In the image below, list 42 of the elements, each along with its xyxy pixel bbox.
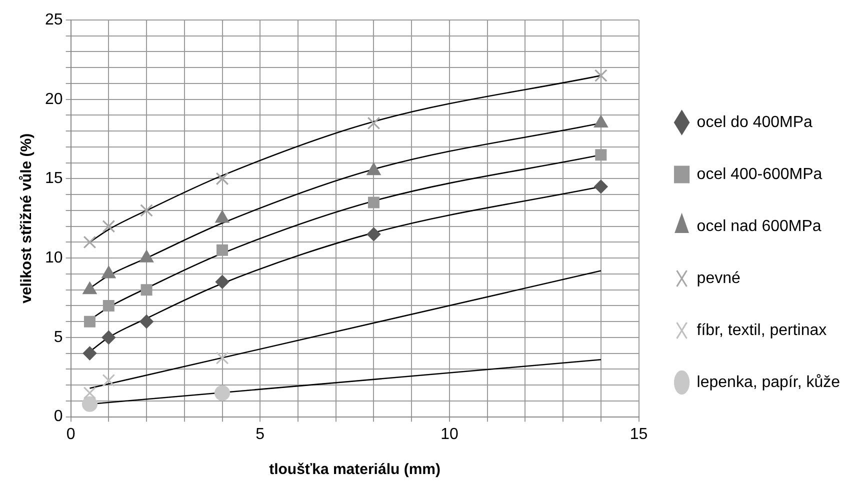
x-tick-label: 15 — [630, 426, 648, 443]
point — [140, 284, 152, 296]
y-tick-label: 15 — [45, 170, 63, 188]
point — [216, 172, 229, 186]
point — [102, 300, 114, 312]
point — [595, 149, 607, 161]
point — [366, 227, 381, 242]
legend-label: ocel do 400MPa — [696, 114, 813, 131]
y-tick-label: 0 — [54, 408, 63, 426]
point — [215, 275, 230, 289]
legend-label: pevné — [696, 270, 740, 287]
x-tick-label: 10 — [440, 426, 458, 443]
x-tick-label: 0 — [66, 426, 76, 443]
legend-label: fíbr, textil, pertinax — [696, 322, 827, 339]
point — [594, 180, 608, 194]
y-tick-label: 20 — [45, 90, 63, 108]
point — [216, 244, 228, 256]
point — [83, 386, 96, 400]
y-tick-label: 25 — [45, 11, 63, 28]
point — [140, 204, 153, 217]
legend-label: lepenka, papír, kůže — [696, 374, 840, 391]
point — [216, 352, 229, 365]
x-tick-label: 5 — [256, 426, 265, 443]
legend-label: ocel nad 600MPa — [696, 218, 822, 235]
point — [214, 385, 230, 401]
point — [82, 396, 98, 412]
y-axis-title: velikost střižné vůle (%) — [18, 133, 36, 304]
point — [102, 330, 116, 344]
point — [368, 196, 380, 208]
legend-label: ocel 400-600MPa — [696, 166, 822, 183]
y-tick-label: 10 — [45, 249, 63, 266]
point — [84, 316, 96, 328]
point — [367, 116, 380, 130]
x-axis-title: tloušťka materiálu (mm) — [269, 461, 440, 478]
point — [594, 69, 608, 82]
point — [83, 236, 96, 249]
y-tick-label: 5 — [54, 328, 63, 346]
point — [102, 220, 116, 233]
point — [82, 346, 97, 360]
point — [102, 374, 116, 387]
point — [140, 314, 154, 328]
line-series — [89, 74, 602, 243]
